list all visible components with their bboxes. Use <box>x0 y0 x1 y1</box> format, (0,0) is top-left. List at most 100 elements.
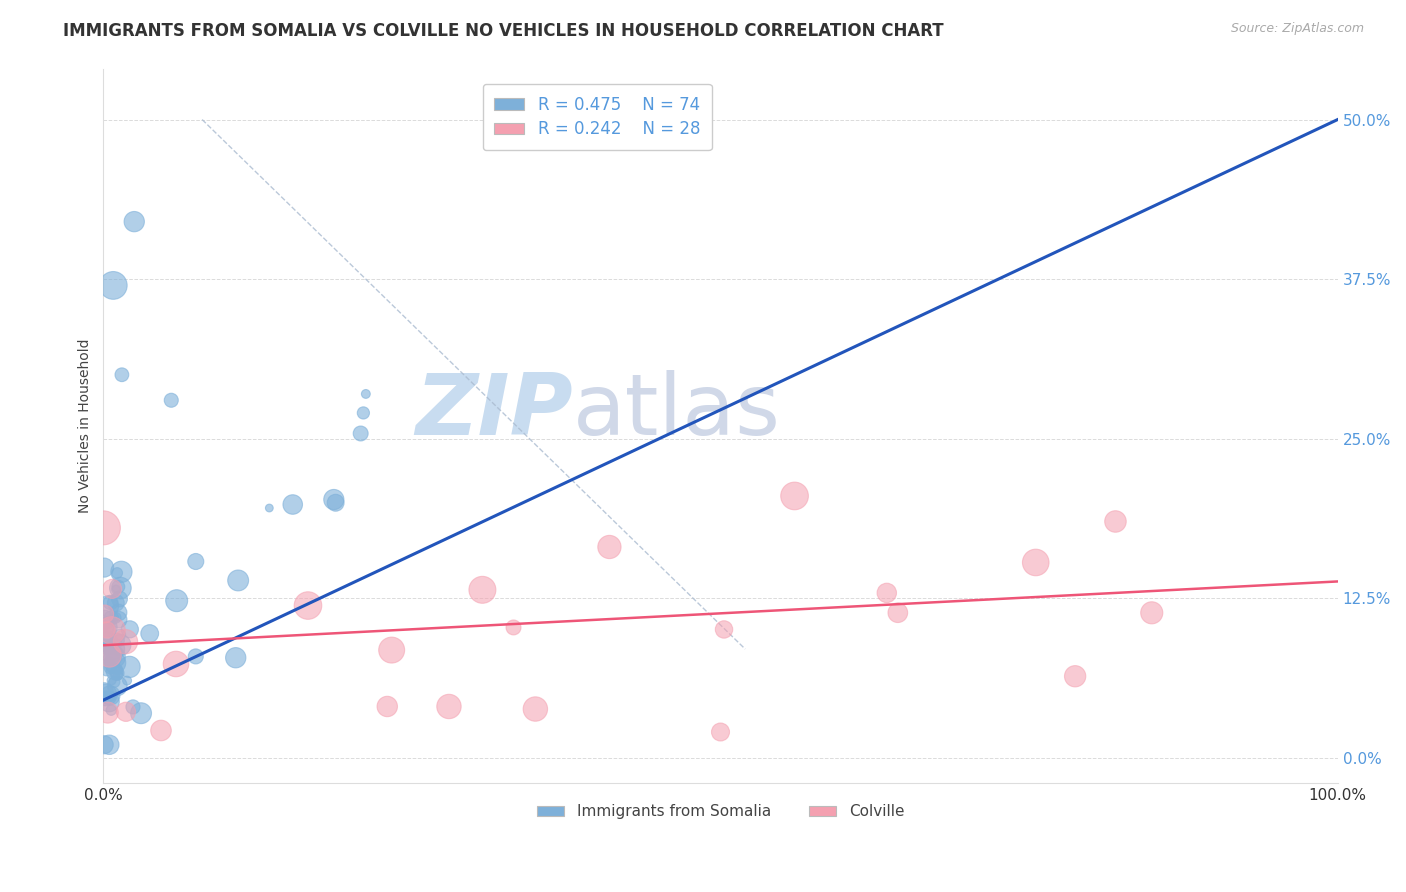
Y-axis label: No Vehicles in Household: No Vehicles in Household <box>79 339 93 513</box>
Point <box>225 650 247 665</box>
Point <box>94 613 117 627</box>
Point <box>98 695 121 709</box>
Point <box>97 623 120 637</box>
Point <box>107 613 129 627</box>
Text: Source: ZipAtlas.com: Source: ZipAtlas.com <box>1230 22 1364 36</box>
Point <box>138 626 160 640</box>
Point <box>105 679 128 693</box>
Point <box>350 426 373 441</box>
Point <box>1064 669 1087 683</box>
Point <box>783 489 806 503</box>
Point <box>105 666 128 681</box>
Point <box>709 725 731 739</box>
Point <box>165 657 187 671</box>
Point <box>887 606 910 620</box>
Point <box>118 623 141 637</box>
Point <box>713 623 735 637</box>
Point <box>118 660 141 674</box>
Point <box>1140 606 1163 620</box>
Point <box>322 492 344 507</box>
Point <box>104 596 127 610</box>
Point <box>103 278 125 293</box>
Point <box>375 699 398 714</box>
Point <box>111 368 134 382</box>
Point <box>96 623 118 637</box>
Point <box>94 688 117 702</box>
Point <box>93 684 115 698</box>
Point <box>184 554 207 568</box>
Point <box>524 702 547 716</box>
Point <box>93 560 115 574</box>
Point <box>103 650 125 665</box>
Point <box>101 582 124 596</box>
Point <box>104 611 127 625</box>
Point <box>98 640 121 654</box>
Point <box>94 640 117 654</box>
Point <box>598 540 620 554</box>
Point <box>100 660 122 674</box>
Point <box>96 620 118 634</box>
Point <box>100 595 122 609</box>
Point <box>93 607 115 621</box>
Point <box>103 642 125 657</box>
Point <box>107 668 129 682</box>
Point <box>105 566 128 580</box>
Point <box>226 574 249 588</box>
Point <box>354 387 377 401</box>
Point <box>94 688 117 702</box>
Point <box>93 690 115 705</box>
Point <box>184 649 207 664</box>
Point <box>160 393 183 408</box>
Point <box>100 611 122 625</box>
Point <box>115 705 138 719</box>
Point <box>98 689 121 703</box>
Point <box>1104 515 1126 529</box>
Point <box>97 599 120 614</box>
Point <box>98 690 121 704</box>
Text: atlas: atlas <box>572 370 780 453</box>
Point <box>150 723 173 738</box>
Point <box>96 641 118 656</box>
Point <box>104 656 127 670</box>
Point <box>98 738 121 752</box>
Legend: Immigrants from Somalia, Colville: Immigrants from Somalia, Colville <box>530 798 910 825</box>
Point <box>108 592 131 607</box>
Point <box>122 214 145 228</box>
Point <box>297 599 319 613</box>
Point <box>108 628 131 642</box>
Point <box>100 703 122 717</box>
Point <box>281 498 304 512</box>
Point <box>166 593 188 607</box>
Point <box>502 620 524 634</box>
Point <box>107 663 129 677</box>
Point <box>325 496 347 510</box>
Point <box>105 633 128 648</box>
Point <box>110 565 132 579</box>
Point <box>97 621 120 635</box>
Point <box>100 624 122 638</box>
Point <box>107 606 129 620</box>
Text: ZIP: ZIP <box>415 370 572 453</box>
Point <box>129 706 152 721</box>
Point <box>122 700 145 714</box>
Point <box>93 521 115 535</box>
Point <box>93 634 115 648</box>
Point <box>97 706 120 720</box>
Point <box>104 665 127 679</box>
Point <box>98 655 121 669</box>
Point <box>110 581 132 595</box>
Point <box>115 673 138 688</box>
Point <box>105 582 128 597</box>
Point <box>96 660 118 674</box>
Point <box>259 501 281 516</box>
Text: IMMIGRANTS FROM SOMALIA VS COLVILLE NO VEHICLES IN HOUSEHOLD CORRELATION CHART: IMMIGRANTS FROM SOMALIA VS COLVILLE NO V… <box>63 22 943 40</box>
Point <box>1025 556 1047 570</box>
Point <box>103 646 125 660</box>
Point <box>110 638 132 652</box>
Point <box>97 629 120 643</box>
Point <box>103 675 125 690</box>
Point <box>114 634 136 648</box>
Point <box>352 406 374 420</box>
Point <box>100 673 122 688</box>
Point <box>876 586 898 600</box>
